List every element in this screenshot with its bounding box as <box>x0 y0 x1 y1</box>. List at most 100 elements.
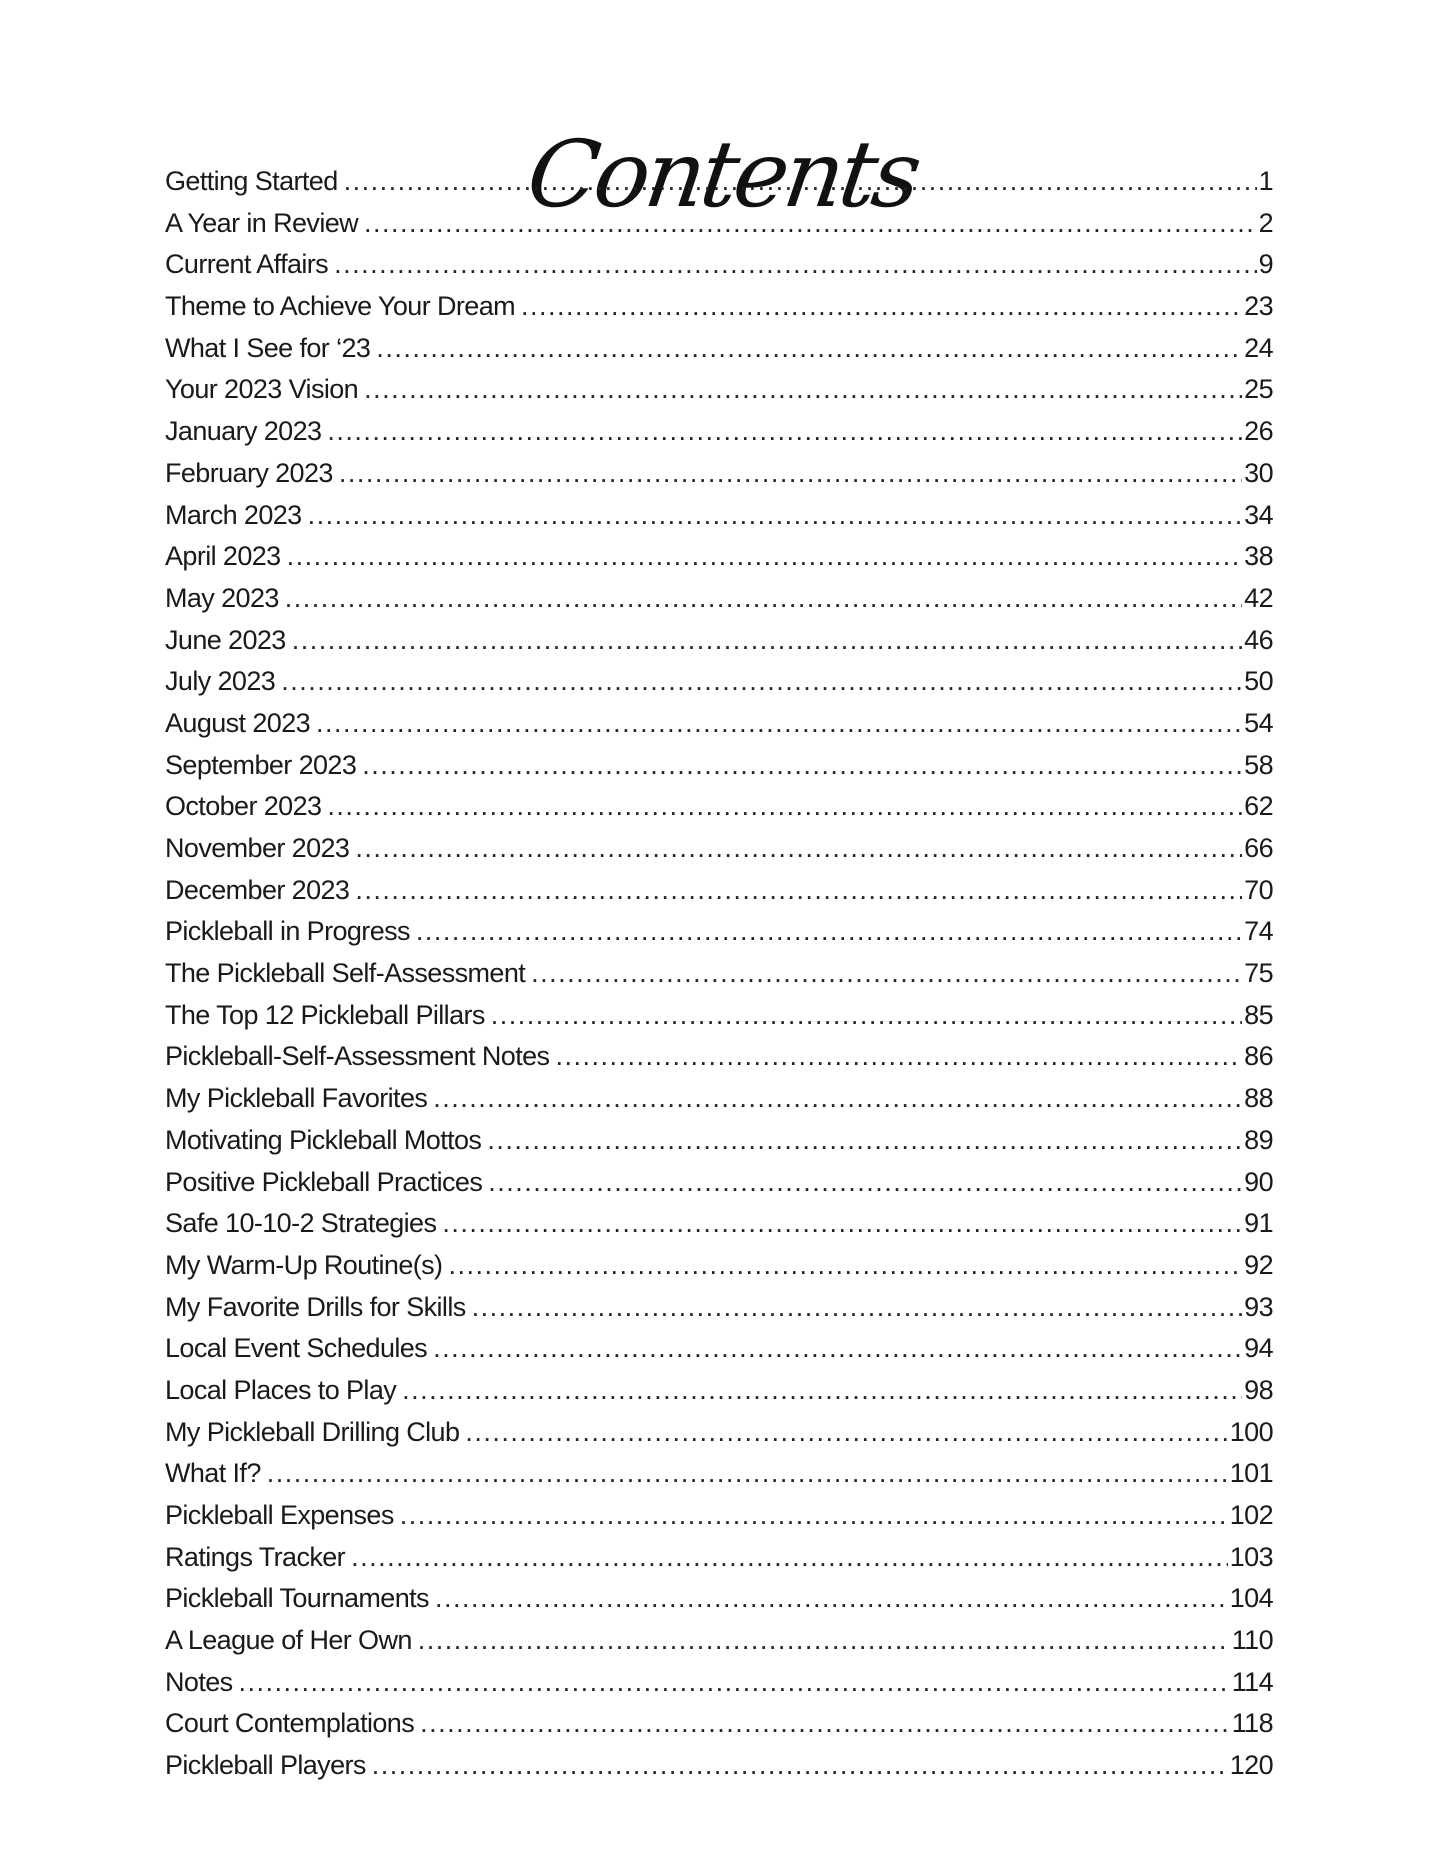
toc-entry[interactable]: My Favorite Drills for Skills 93 <box>165 1287 1274 1329</box>
toc-entry-page-number: 90 <box>1244 1166 1273 1197</box>
toc-entry-label: My Favorite Drills for Skills <box>165 1291 466 1322</box>
dot-leader <box>267 1453 1228 1495</box>
toc-entry[interactable]: Pickleball-Self-Assessment Notes 86 <box>165 1036 1274 1078</box>
toc-entry-page-number: 66 <box>1244 833 1273 863</box>
toc-entry-label: Motivating Pickleball Mottos <box>165 1124 482 1155</box>
toc-entry[interactable]: Pickleball Expenses 102 <box>165 1495 1274 1537</box>
toc-entry-label: March 2023 <box>165 499 302 530</box>
toc-entry-page-number: 100 <box>1229 1416 1274 1447</box>
toc-entry[interactable]: My Warm-Up Routine(s) 92 <box>165 1245 1274 1287</box>
toc-entry[interactable]: A Year in Review 2 <box>165 203 1274 245</box>
toc-entry[interactable]: Safe 10-10-2 Strategies 91 <box>165 1203 1274 1245</box>
toc-entry-page-number: 38 <box>1244 541 1273 572</box>
dot-leader <box>327 786 1242 828</box>
toc-entry-page-number: 25 <box>1244 374 1273 405</box>
toc-entry-label: What If? <box>165 1458 261 1489</box>
dot-leader <box>487 1120 1242 1162</box>
toc-entry[interactable]: Ratings Tracker 103 <box>165 1537 1274 1579</box>
toc-entry-page-number: 1 <box>1258 166 1274 196</box>
dot-leader <box>491 995 1242 1037</box>
dot-leader <box>344 161 1257 203</box>
dot-leader <box>351 1537 1228 1579</box>
toc-entry[interactable]: My Pickleball Favorites 88 <box>165 1078 1274 1120</box>
toc-entry-label: October 2023 <box>165 791 322 822</box>
toc-entry-page-number: 91 <box>1244 1208 1273 1239</box>
dot-leader <box>435 1578 1228 1620</box>
toc-entry[interactable]: What I See for ‘23 24 <box>165 328 1274 370</box>
toc-entry-page-number: 23 <box>1244 291 1273 322</box>
toc-entry[interactable]: Motivating Pickleball Mottos 89 <box>165 1120 1274 1162</box>
toc-entry-label: The Pickleball Self-Assessment <box>165 958 526 989</box>
toc-entry[interactable]: August 2023 54 <box>165 703 1274 745</box>
toc-entry[interactable]: Local Places to Play 98 <box>165 1370 1274 1412</box>
toc-entry-page-number: 120 <box>1229 1750 1274 1781</box>
dot-leader <box>292 620 1242 662</box>
dot-leader <box>472 1287 1243 1329</box>
toc-entry[interactable]: Pickleball in Progress 74 <box>165 911 1274 953</box>
dot-leader <box>287 536 1243 578</box>
toc-entry[interactable]: March 2023 34 <box>165 495 1274 537</box>
toc-entry-page-number: 30 <box>1244 457 1273 488</box>
toc-entry-label: Pickleball in Progress <box>165 916 411 947</box>
toc-entry[interactable]: Local Event Schedules 94 <box>165 1328 1274 1370</box>
toc-entry-label: July 2023 <box>165 666 276 697</box>
toc-entry[interactable]: My Pickleball Drilling Club 100 <box>165 1412 1274 1454</box>
toc-entry-label: A League of Her Own <box>165 1625 412 1656</box>
toc-entry[interactable]: June 2023 46 <box>165 620 1274 662</box>
toc-entry[interactable]: Theme to Achieve Your Dream 23 <box>165 286 1274 328</box>
toc-entry-page-number: 102 <box>1229 1500 1274 1530</box>
toc-entry[interactable]: Your 2023 Vision 25 <box>165 369 1274 411</box>
toc-entry[interactable]: Notes 114 <box>165 1662 1274 1704</box>
toc-entry-page-number: 110 <box>1231 1625 1274 1656</box>
toc-entry-label: April 2023 <box>165 541 281 572</box>
toc-entry[interactable]: Positive Pickleball Practices 90 <box>165 1162 1274 1204</box>
toc-entry-label: September 2023 <box>165 749 357 780</box>
toc-entry-page-number: 85 <box>1244 999 1273 1030</box>
toc-entry[interactable]: November 2023 66 <box>165 828 1274 870</box>
dot-leader <box>418 1620 1230 1662</box>
toc-entry[interactable]: April 2023 38 <box>165 536 1274 578</box>
toc-entry[interactable]: What If? 101 <box>165 1453 1274 1495</box>
toc-entry-label: Your 2023 Vision <box>165 374 359 405</box>
toc-entry-label: June 2023 <box>165 624 286 655</box>
toc-entry-label: May 2023 <box>165 582 279 613</box>
toc-entry[interactable]: January 2023 26 <box>165 411 1274 453</box>
toc-entry-page-number: 26 <box>1244 416 1273 447</box>
toc-entry-page-number: 75 <box>1244 958 1273 989</box>
toc-entry-page-number: 9 <box>1258 249 1274 280</box>
toc-entry-page-number: 114 <box>1231 1666 1274 1697</box>
toc-entry[interactable]: September 2023 58 <box>165 745 1274 787</box>
toc-entry-page-number: 104 <box>1229 1583 1274 1614</box>
toc-entry[interactable]: The Top 12 Pickleball Pillars 85 <box>165 995 1274 1037</box>
toc-entry[interactable]: December 2023 70 <box>165 870 1274 912</box>
toc-entry[interactable]: May 2023 42 <box>165 578 1274 620</box>
toc-entry-label: Pickleball-Self-Assessment Notes <box>165 1041 550 1072</box>
toc-entry[interactable]: Pickleball Tournaments 104 <box>165 1578 1274 1620</box>
toc-entry[interactable]: October 2023 62 <box>165 786 1274 828</box>
dot-leader <box>285 578 1242 620</box>
table-of-contents: Getting Started 1 A Year in Review 2 Current… <box>165 161 1274 1787</box>
dot-leader <box>281 661 1242 703</box>
toc-entry-page-number: 101 <box>1229 1458 1274 1489</box>
dot-leader <box>362 745 1242 787</box>
toc-entry-label: My Warm-Up Routine(s) <box>165 1249 443 1280</box>
toc-entry-label: Local Event Schedules <box>165 1333 428 1364</box>
toc-entry[interactable]: Current Affairs 9 <box>165 244 1274 286</box>
toc-entry-label: Pickleball Tournaments <box>165 1583 430 1614</box>
toc-entry-page-number: 70 <box>1244 874 1273 905</box>
toc-entry[interactable]: Court Contemplations 118 <box>165 1703 1274 1745</box>
toc-entry[interactable]: A League of Her Own 110 <box>165 1620 1274 1662</box>
toc-entry[interactable]: February 2023 30 <box>165 453 1274 495</box>
toc-entry-page-number: 62 <box>1244 791 1273 822</box>
dot-leader <box>316 703 1242 745</box>
toc-entry-label: My Pickleball Favorites <box>165 1083 428 1114</box>
toc-entry[interactable]: Pickleball Players 120 <box>165 1745 1274 1787</box>
toc-entry[interactable]: The Pickleball Self-Assessment 75 <box>165 953 1274 995</box>
dot-leader <box>400 1495 1228 1537</box>
toc-entry-page-number: 58 <box>1244 749 1273 780</box>
toc-entry-label: December 2023 <box>165 874 350 905</box>
toc-entry-label: My Pickleball Drilling Club <box>165 1416 460 1447</box>
toc-entry-label: Local Places to Play <box>165 1374 397 1405</box>
toc-entry[interactable]: July 2023 50 <box>165 661 1274 703</box>
toc-entry[interactable]: Getting Started 1 <box>165 161 1274 203</box>
